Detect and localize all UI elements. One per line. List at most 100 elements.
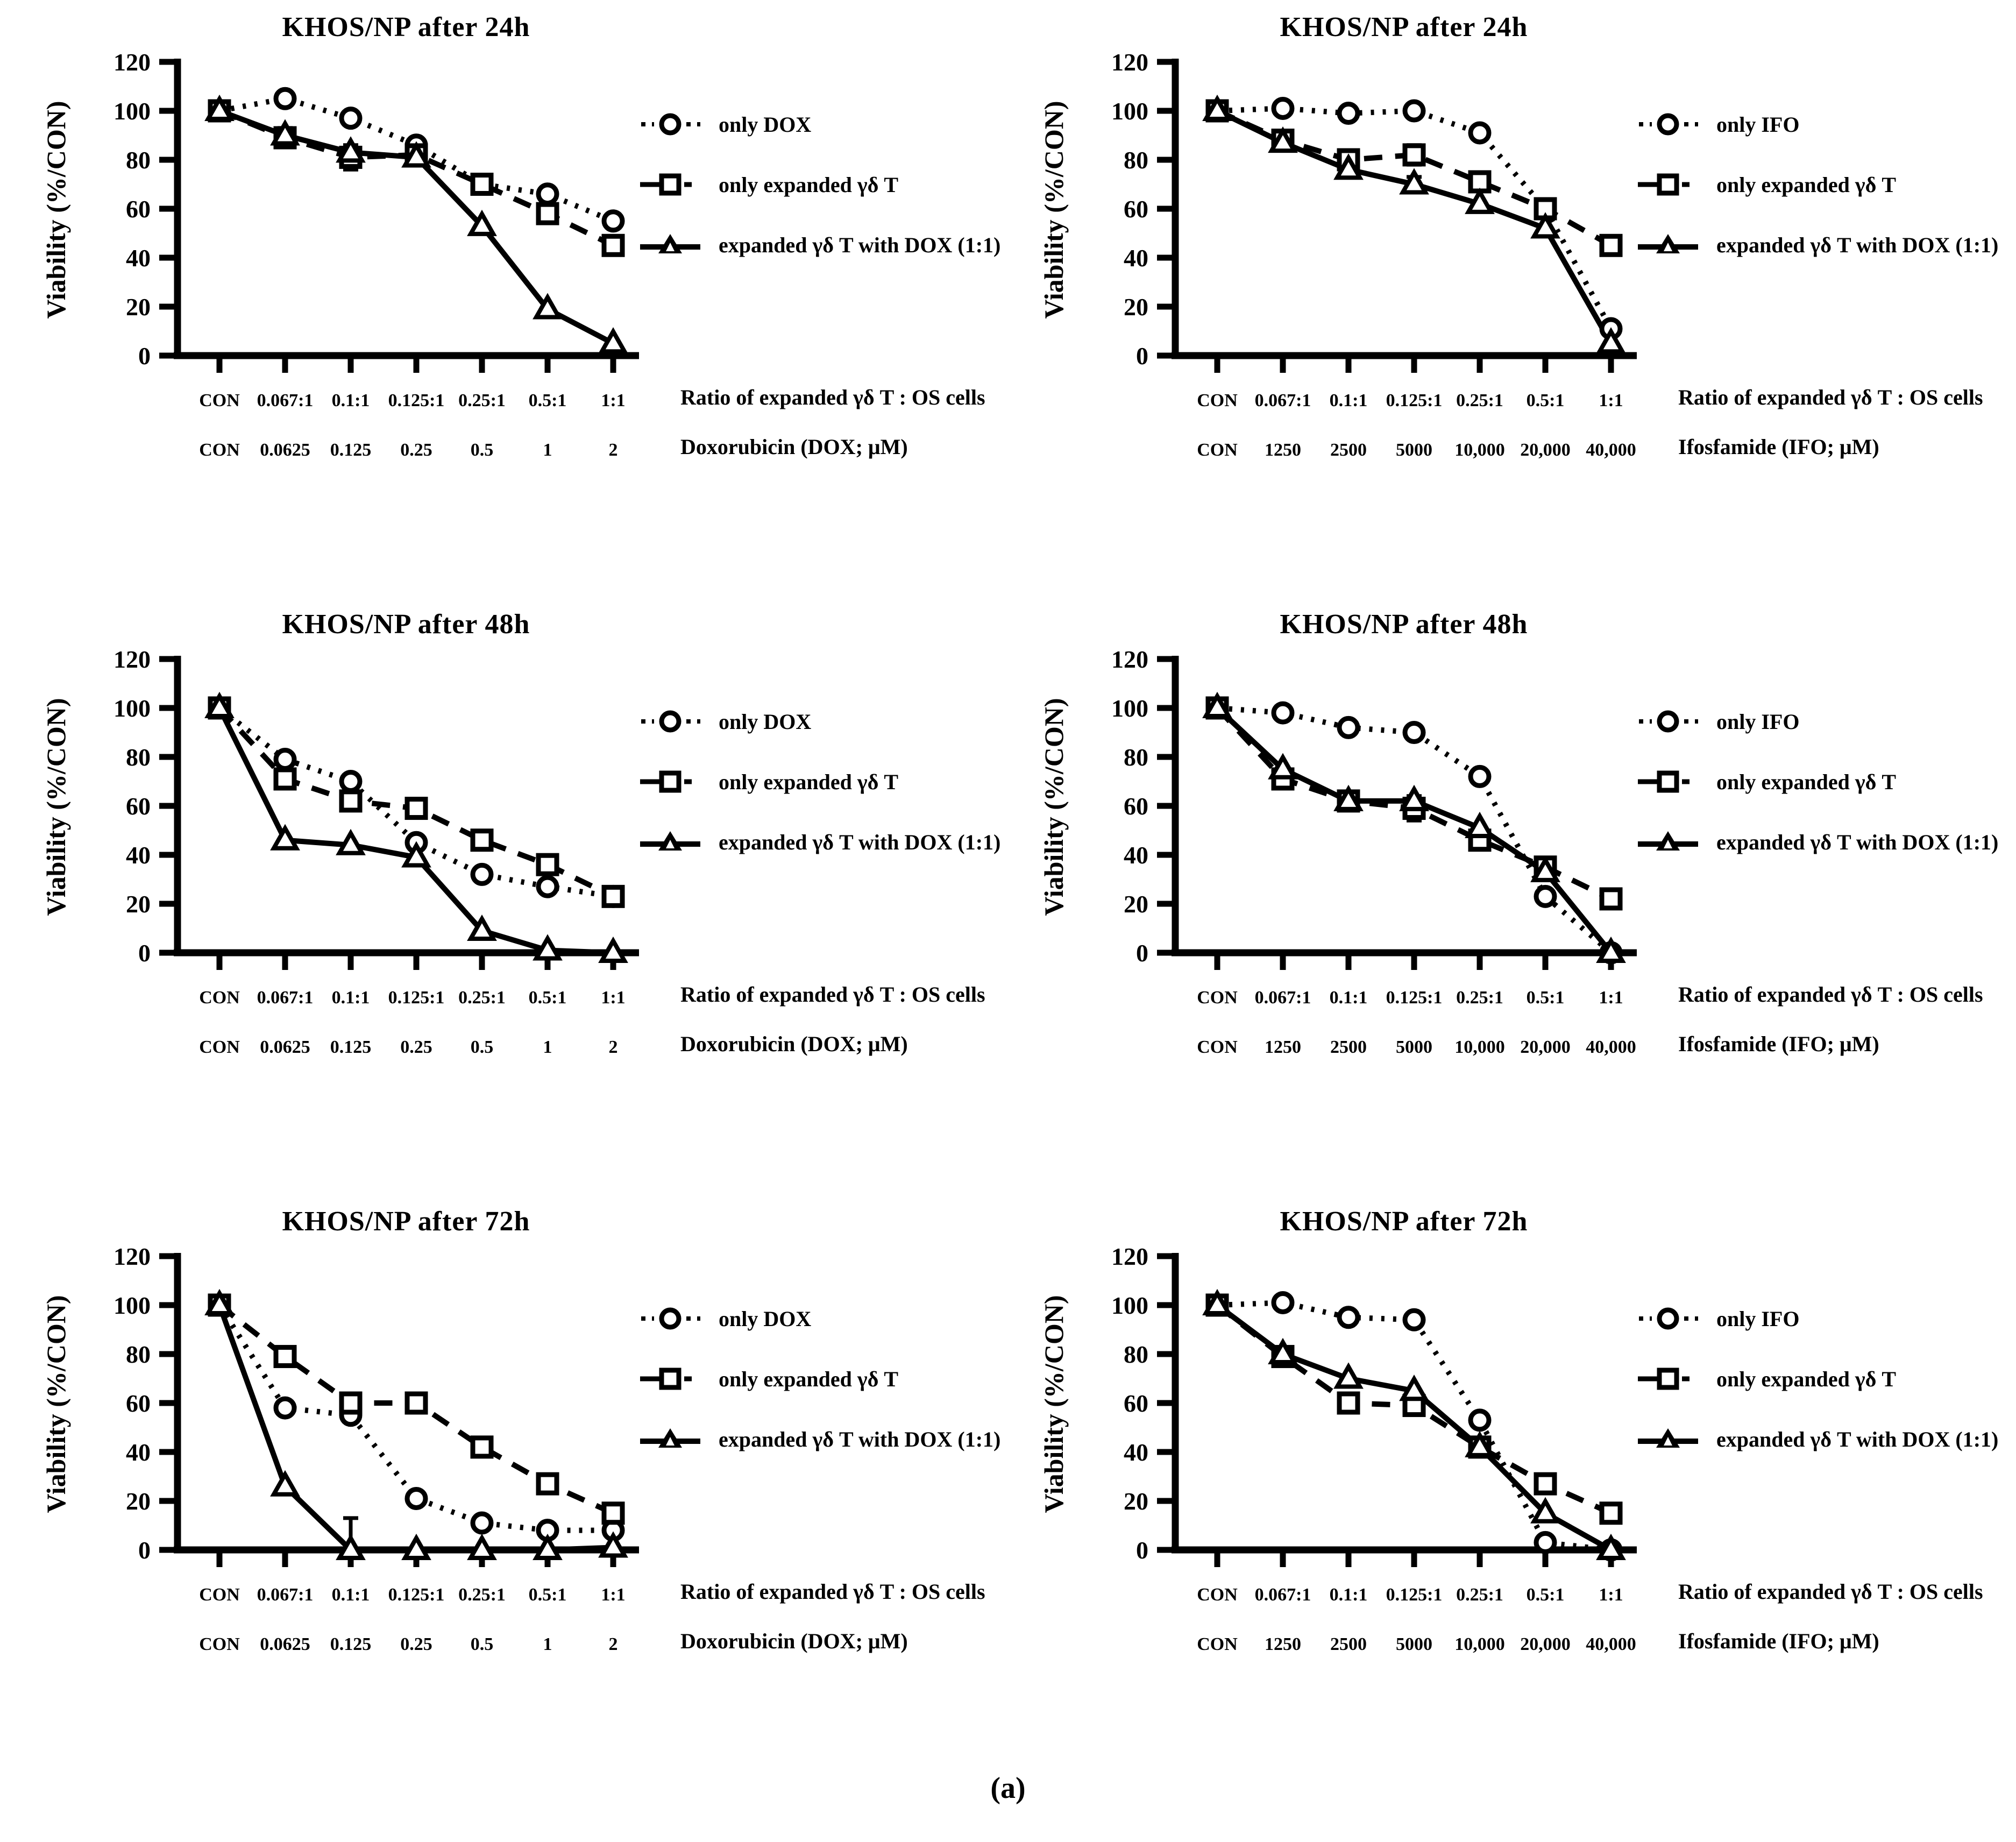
legend: only IFO only expanded γδ T expanded γδ … bbox=[1638, 707, 1998, 888]
x-dose-label: 40,000 bbox=[1586, 1037, 1636, 1057]
data-point-circle bbox=[1271, 1291, 1295, 1314]
x-ratio-label: 0.067:1 bbox=[1255, 988, 1311, 1008]
data-point-triangle bbox=[401, 141, 431, 168]
data-point-triangle bbox=[598, 327, 628, 354]
x-dose-label: 1250 bbox=[1265, 440, 1301, 460]
data-point-circle bbox=[404, 1486, 428, 1510]
x-dose-label: 5000 bbox=[1396, 440, 1432, 460]
data-point-triangle bbox=[336, 136, 366, 163]
data-point-square bbox=[601, 233, 625, 257]
y-axis-label: Viability (%/CON) bbox=[41, 1295, 71, 1513]
x-ratio-label: 0.125:1 bbox=[388, 1585, 445, 1605]
legend-item: only DOX bbox=[640, 1305, 1000, 1333]
chart-cell-72h-ifo: 120 100 80 60 40 20 0 CON CON 0.067:1 1250 0.1:1 250… bbox=[1014, 1202, 1998, 1751]
data-point-square bbox=[273, 767, 297, 791]
x-axis-caption-ratio: Ratio of expanded γδ T : OS cells bbox=[680, 982, 985, 1007]
legend-item: expanded γδ T with DOX (1:1) bbox=[1638, 231, 1998, 259]
x-ratio-label: 0.1:1 bbox=[1330, 988, 1368, 1008]
data-point-square bbox=[404, 797, 428, 820]
x-dose-label: 5000 bbox=[1396, 1634, 1432, 1654]
data-point-square bbox=[1599, 233, 1623, 257]
y-tick-label: 100 bbox=[113, 1292, 151, 1319]
x-dose-label: 0.0625 bbox=[260, 440, 310, 460]
legend-marker-circle-icon bbox=[641, 1307, 700, 1330]
y-tick-label: 20 bbox=[126, 1487, 151, 1515]
data-point-circle bbox=[1468, 1408, 1492, 1432]
data-point-triangle bbox=[204, 691, 235, 718]
data-point-triangle bbox=[533, 1533, 563, 1560]
legend-item: only expanded γδ T bbox=[640, 768, 1000, 796]
legend-label: expanded γδ T with DOX (1:1) bbox=[719, 830, 1001, 854]
x-dose-label: 2 bbox=[609, 440, 618, 460]
data-point-triangle bbox=[1268, 126, 1298, 153]
data-point-triangle bbox=[270, 119, 300, 146]
data-point-square bbox=[470, 828, 494, 852]
y-tick-label: 60 bbox=[126, 195, 151, 223]
y-axis-label: Viability (%/CON) bbox=[41, 698, 71, 916]
x-ratio-label: CON bbox=[1197, 391, 1238, 410]
legend-label: only IFO bbox=[1716, 112, 1800, 137]
x-ratio-label: 0.25:1 bbox=[1456, 391, 1503, 410]
x-dose-label: 0.0625 bbox=[260, 1037, 310, 1057]
y-tick-label: 120 bbox=[1111, 1243, 1148, 1270]
x-dose-label: 0.25 bbox=[400, 1037, 432, 1057]
x-dose-label: 1250 bbox=[1265, 1634, 1301, 1654]
data-point-circle bbox=[601, 209, 625, 233]
data-point-circle bbox=[1337, 1306, 1360, 1329]
x-ratio-label: 0.25:1 bbox=[458, 988, 506, 1008]
data-point-square bbox=[1402, 143, 1426, 167]
data-point-circle bbox=[339, 770, 363, 793]
chart-title: KHOS/NP after 72h bbox=[282, 1206, 530, 1237]
legend-marker-circle-icon bbox=[1639, 710, 1698, 733]
y-tick-label: 20 bbox=[1124, 293, 1148, 321]
legend-marker-triangle-icon bbox=[640, 1428, 700, 1448]
data-point-square bbox=[470, 173, 494, 196]
x-dose-label: 2 bbox=[609, 1037, 618, 1057]
data-point-circle bbox=[470, 1511, 494, 1535]
data-point-triangle bbox=[336, 828, 366, 855]
data-point-triangle bbox=[270, 1470, 300, 1497]
chart-title: KHOS/NP after 48h bbox=[1280, 609, 1528, 640]
y-tick-label: 60 bbox=[1124, 792, 1148, 820]
legend: only DOX only expanded γδ T expanded γδ … bbox=[640, 110, 1000, 291]
x-dose-label: CON bbox=[1197, 1634, 1238, 1654]
legend-marker-square-icon bbox=[640, 173, 697, 196]
y-tick-label: 60 bbox=[126, 1390, 151, 1417]
legend-item: only IFO bbox=[1638, 1305, 1998, 1333]
x-ratio-label: CON bbox=[199, 1585, 240, 1605]
x-ratio-label: 0.067:1 bbox=[257, 1585, 314, 1605]
x-ratio-label: 0.5:1 bbox=[1527, 391, 1565, 410]
y-axis-label: Viability (%/CON) bbox=[41, 101, 71, 319]
legend-item: only expanded γδ T bbox=[1638, 1365, 1998, 1393]
x-dose-label: 0.25 bbox=[400, 1634, 432, 1654]
x-dose-label: 1250 bbox=[1265, 1037, 1301, 1057]
data-point-circle bbox=[1468, 121, 1492, 145]
legend-marker-triangle-icon bbox=[1638, 1428, 1698, 1448]
x-ratio-label: 1:1 bbox=[601, 988, 625, 1008]
data-point-circle bbox=[536, 875, 559, 898]
legend-label: expanded γδ T with DOX (1:1) bbox=[1716, 1427, 1999, 1451]
y-tick-label: 0 bbox=[138, 939, 151, 967]
data-point-circle bbox=[1402, 721, 1426, 744]
x-dose-label: 0.25 bbox=[400, 440, 432, 460]
data-point-square bbox=[601, 1501, 625, 1525]
x-ratio-label: 0.067:1 bbox=[1255, 1585, 1311, 1605]
x-ratio-label: CON bbox=[199, 988, 240, 1008]
x-ratio-label: 0.1:1 bbox=[1330, 391, 1368, 410]
y-tick-label: 0 bbox=[1136, 1536, 1148, 1564]
x-ratio-label: 0.1:1 bbox=[1330, 1585, 1368, 1605]
legend-label: expanded γδ T with DOX (1:1) bbox=[719, 1427, 1001, 1451]
plot-area: 120 100 80 60 40 20 0 CON CON 0.067:1 0.0625 0.1:1 0… bbox=[113, 1243, 639, 1654]
data-point-triangle bbox=[1333, 1362, 1364, 1389]
series-line-triangle bbox=[217, 706, 614, 955]
data-point-square bbox=[470, 1435, 494, 1459]
x-ratio-label: CON bbox=[199, 391, 240, 410]
chart-cell-24h-dox: 120 100 80 60 40 20 0 CON CON 0.067:1 0.0625 0.1:1 0… bbox=[16, 8, 1000, 557]
data-point-triangle bbox=[1596, 936, 1626, 963]
data-point-triangle bbox=[1465, 187, 1495, 214]
legend-marker-triangle-icon bbox=[640, 831, 700, 851]
y-tick-label: 60 bbox=[1124, 1390, 1148, 1417]
legend-item: expanded γδ T with DOX (1:1) bbox=[640, 828, 1000, 856]
data-point-circle bbox=[1271, 701, 1295, 725]
